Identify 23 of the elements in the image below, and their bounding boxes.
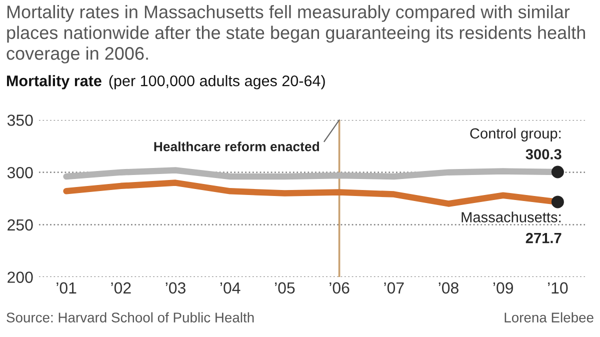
y-tick-label: 350 [7, 114, 33, 126]
y-tick-label: 300 [7, 166, 33, 178]
source-note: Source: Harvard School of Public Health [6, 312, 254, 322]
x-tick-label: ’10 [548, 282, 568, 294]
x-tick-label: ’09 [493, 282, 513, 294]
y-tick-label: 200 [8, 272, 33, 283]
x-tick-label: ’07 [384, 282, 404, 294]
x-tick-label: ’05 [275, 282, 295, 294]
x-tick-label: ’01 [56, 282, 76, 294]
x-tick-label: ’02 [111, 282, 131, 294]
series-label: Control group: [470, 128, 561, 142]
y-tick-label: 250 [8, 219, 33, 231]
x-tick-label: ’04 [220, 282, 240, 294]
series-label: Massachusetts: [462, 212, 561, 222]
data-label: 271.7 [526, 232, 562, 244]
x-tick-label: ’03 [166, 282, 186, 294]
x-tick-label: ’08 [438, 282, 458, 294]
ref-line-label: Healthcare reform enacted [154, 142, 319, 152]
data-label: 300.3 [526, 149, 562, 160]
x-tick-label: ’06 [330, 282, 350, 294]
text: Lorena Elebee [504, 312, 594, 322]
y-axis-title: Mortality rate (per 100,000 adults ages 20-64) [7, 75, 325, 90]
chart-title: Mortality rates in Massachusetts fell measurably compared with similar places nationwide after the state began guaranteeing its residents health coverage in 2006. [6, 5, 586, 64]
